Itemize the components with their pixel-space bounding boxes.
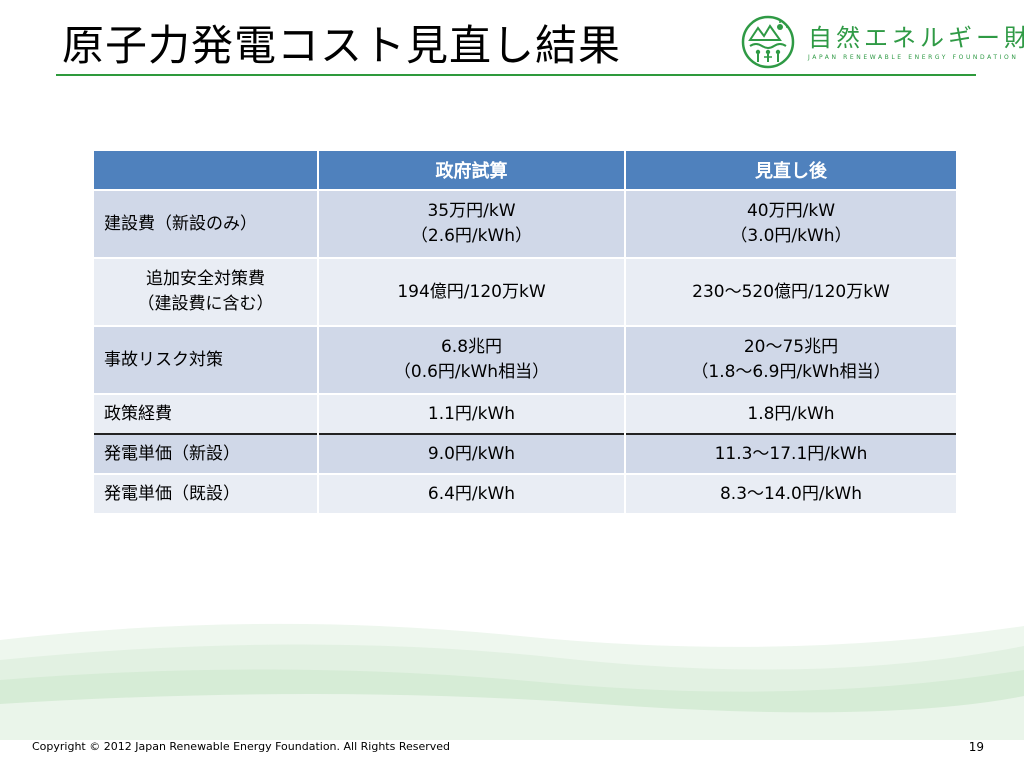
gov-value: 6.4円/kWh: [318, 473, 626, 513]
row-label: 発電単価（新設）: [94, 433, 319, 474]
table-row: 発電単価（既設） 6.4円/kWh 8.3～14.0円/kWh: [94, 473, 956, 513]
decorative-waves: [0, 623, 1024, 740]
logo-subtitle: JAPAN RENEWABLE ENERGY FOUNDATION: [808, 54, 1019, 61]
gov-value: 6.8兆円 （0.6円/kWh相当）: [318, 325, 626, 394]
copyright-notice: Copyright © 2012 Japan Renewable Energy …: [32, 740, 451, 753]
table-row: 追加安全対策費 （建設費に含む） 194億円/120万kW 230～520億円/1…: [94, 257, 956, 326]
row-label: 建設費（新設のみ）: [94, 189, 319, 258]
table-row: 政策経費 1.1円/kWh 1.8円/kWh: [94, 393, 956, 434]
revised-value: 20～75兆円 （1.8～6.9円/kWh相当）: [625, 325, 956, 394]
cost-comparison-table: 政府試算 見直し後 建設費（新設のみ） 35万円/kW （2.6円/kWh） 40…: [94, 151, 956, 513]
table-row: 発電単価（新設） 9.0円/kWh 11.3～17.1円/kWh: [94, 433, 956, 474]
revised-value: 1.8円/kWh: [625, 393, 956, 434]
row-label: 追加安全対策費 （建設費に含む）: [94, 257, 319, 326]
row-label: 政策経費: [94, 393, 319, 434]
row-label: 事故リスク対策: [94, 325, 319, 394]
header-government-estimate: 政府試算: [318, 151, 626, 190]
revised-value: 11.3～17.1円/kWh: [625, 433, 956, 474]
slide-title: 原子力発電コスト見直し結果: [62, 21, 622, 70]
title-underline: [56, 74, 976, 76]
page-number: 19: [968, 740, 984, 754]
row-label: 発電単価（既設）: [94, 473, 319, 513]
table-row: 事故リスク対策 6.8兆円 （0.6円/kWh相当） 20～75兆円 （1.8～6.…: [94, 325, 956, 394]
header-empty: [94, 151, 319, 190]
revised-value: 40万円/kW （3.0円/kWh）: [625, 189, 956, 258]
gov-value: 9.0円/kWh: [318, 433, 626, 474]
revised-value: 230～520億円/120万kW: [625, 257, 956, 326]
table-header-row: 政府試算 見直し後: [94, 151, 956, 190]
gov-value: 194億円/120万kW: [318, 257, 626, 326]
foundation-logo: 自然エネルギー財団 JAPAN RENEWABLE ENERGY FOUNDAT…: [740, 14, 1024, 70]
gov-value: 1.1円/kWh: [318, 393, 626, 434]
table-row: 建設費（新設のみ） 35万円/kW （2.6円/kWh） 40万円/kW （3.0円…: [94, 189, 956, 258]
gov-value: 35万円/kW （2.6円/kWh）: [318, 189, 626, 258]
logo-emblem-icon: [741, 15, 795, 69]
logo-name: 自然エネルギー財団: [808, 24, 1024, 52]
header-revised: 見直し後: [625, 151, 956, 190]
revised-value: 8.3～14.0円/kWh: [625, 473, 956, 513]
